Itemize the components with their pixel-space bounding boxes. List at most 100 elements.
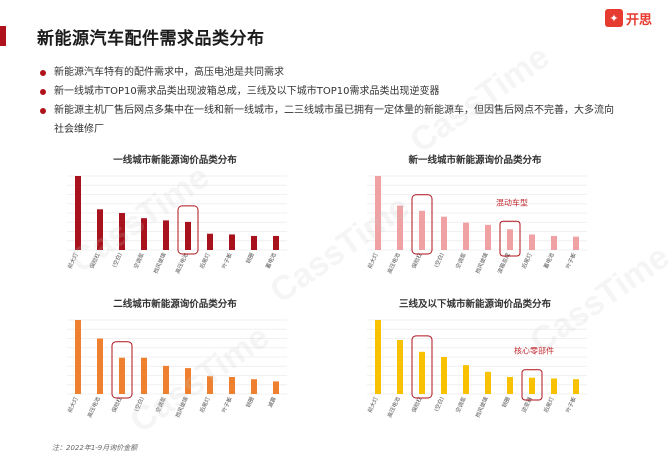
x-tick-label: 后尾灯 <box>198 395 212 414</box>
x-tick-label: 空调泵 <box>154 395 168 414</box>
x-tick-label: 后尾灯 <box>198 251 212 270</box>
chart-panel-tier1: 一线城市新能源询价品类分布 前大灯 保险杠 (空白) 空调泵 挡风玻璃 高压电池 后尾灯 叶子… <box>40 152 310 292</box>
highlight-box <box>411 194 433 255</box>
bar <box>141 357 147 394</box>
bar <box>375 320 381 394</box>
x-tick-label: 挡风玻璃 <box>151 251 168 275</box>
bar <box>397 205 403 250</box>
logo-text: 开思 <box>625 12 652 28</box>
x-tick-label: 前大灯 <box>66 251 80 270</box>
bar <box>229 234 235 250</box>
x-tick-label: 高压电池 <box>173 251 190 275</box>
bar <box>441 216 447 250</box>
bar <box>419 351 425 394</box>
x-tick-label: 叶子板 <box>220 395 234 414</box>
annotation-box <box>521 369 543 401</box>
bar <box>163 220 169 250</box>
bar <box>507 229 513 250</box>
bar <box>463 365 469 394</box>
bar <box>251 235 257 250</box>
x-tick-label: 后尾灯 <box>542 395 556 414</box>
bar <box>441 357 447 394</box>
x-tick-label: 蓄电池 <box>542 251 556 270</box>
x-tick-label: 挡风玻璃 <box>473 251 490 275</box>
x-tick-label: (空白) <box>110 251 124 268</box>
x-tick-label: (空白) <box>132 395 146 412</box>
bullet-item: 新能源汽车特有的配件需求中，高压电池是共同需求 <box>38 63 618 82</box>
annotation-label: 混动车型 <box>496 197 528 207</box>
x-tick-label: 前大灯 <box>366 395 380 414</box>
bullet-item: 新能源主机厂售后网点多集中在一线和新一线城市，二三线城市虽已拥有一定体量的新能源… <box>38 101 618 139</box>
x-tick-label: 波箱总成 <box>495 251 512 275</box>
chart-title: 二线城市新能源询价品类分布 <box>113 299 237 310</box>
bar-chart: 前大灯 保险杠 (空白) 空调泵 挡风玻璃 高压电池 后尾灯 叶子板 钢圈 蓄电池 <box>66 175 287 275</box>
x-tick-label: 前大灯 <box>66 395 80 414</box>
bar <box>97 209 103 250</box>
annotation-label: 核心零部件 <box>514 346 554 356</box>
title-accent-bar <box>0 26 6 46</box>
x-tick-label: 空调泵 <box>454 251 468 270</box>
x-tick-label: 钢圈 <box>244 251 256 265</box>
bar <box>97 338 103 394</box>
bar <box>551 378 557 394</box>
x-tick-label: 保险杠 <box>88 251 102 270</box>
bar <box>207 233 213 250</box>
bar <box>229 376 235 394</box>
x-tick-label: (空白) <box>432 395 446 412</box>
bar <box>485 371 491 394</box>
x-tick-label: 钢圈 <box>244 395 256 409</box>
bar-chart: 前大灯 高压电池 保险杠 (空白) 空调泵 挡风玻璃 后尾灯 叶子板 钢圈 减震 <box>66 319 287 419</box>
bar <box>75 176 81 250</box>
bar <box>551 235 557 250</box>
bar <box>251 379 257 394</box>
x-tick-label: 挡风玻璃 <box>173 395 190 419</box>
highlight-box <box>111 341 133 399</box>
x-tick-label: 高压电池 <box>385 251 402 275</box>
x-tick-label: 钢圈 <box>500 395 512 409</box>
x-tick-label: 前大灯 <box>366 251 380 270</box>
page-title: 新能源汽车配件需求品类分布 <box>37 29 265 49</box>
bar <box>75 320 81 394</box>
x-tick-label: 减震 <box>266 395 278 409</box>
x-tick-label: 挡风玻璃 <box>473 395 490 419</box>
chart-panel-tier2: 二线城市新能源询价品类分布 前大灯 高压电池 保险杠 (空白) 空调泵 挡风玻璃 后尾灯 叶子… <box>40 296 310 436</box>
chart-title: 三线及以下城市新能源询价品类分布 <box>398 299 551 310</box>
bar <box>397 339 403 394</box>
x-tick-label: (空白) <box>432 251 446 268</box>
bar <box>207 376 213 394</box>
bar <box>573 236 579 250</box>
x-tick-label: 蓄电池 <box>264 251 278 270</box>
bar <box>119 213 125 250</box>
bar <box>463 222 469 250</box>
bar <box>273 235 279 250</box>
highlight-box <box>411 335 433 399</box>
bar <box>529 377 535 394</box>
bullet-list: 新能源汽车特有的配件需求中，高压电池是共同需求 新一线城市TOP10需求品类出现… <box>38 63 618 139</box>
x-tick-label: 叶子板 <box>564 251 578 270</box>
x-tick-label: 高压电池 <box>85 395 102 419</box>
x-tick-label: 空调泵 <box>132 251 146 270</box>
footnote: 注：2022年1-9月询价金额 <box>52 444 138 452</box>
x-tick-label: 叶子板 <box>220 251 234 270</box>
bar <box>485 224 491 250</box>
bar <box>529 234 535 250</box>
logo-mark-icon: ✦ <box>604 9 623 27</box>
chart-title: 新一线城市新能源询价品类分布 <box>408 155 542 166</box>
bar <box>573 379 579 394</box>
chart-panel-tier3: 三线及以下城市新能源询价品类分布 前大灯 高压电池 保险杠 (空白) 空调泵 挡风玻璃 钢圈… <box>340 296 610 436</box>
bar <box>375 176 381 250</box>
chart-panel-new-tier1: 新一线城市新能源询价品类分布 前大灯 高压电池 保险杠 (空白) 空调泵 挡风玻璃 波箱总成… <box>340 152 610 292</box>
bar <box>507 376 513 394</box>
bar <box>419 210 425 250</box>
bar <box>185 368 191 394</box>
bar <box>273 381 279 394</box>
highlight-box <box>177 205 199 255</box>
x-tick-label: 叶子板 <box>564 395 578 414</box>
logo: ✦ 开思 <box>604 8 652 28</box>
annotation-box <box>499 220 521 257</box>
bar <box>185 221 191 250</box>
x-tick-label: 空调泵 <box>454 395 468 414</box>
x-tick-label: 高压电池 <box>385 395 402 419</box>
